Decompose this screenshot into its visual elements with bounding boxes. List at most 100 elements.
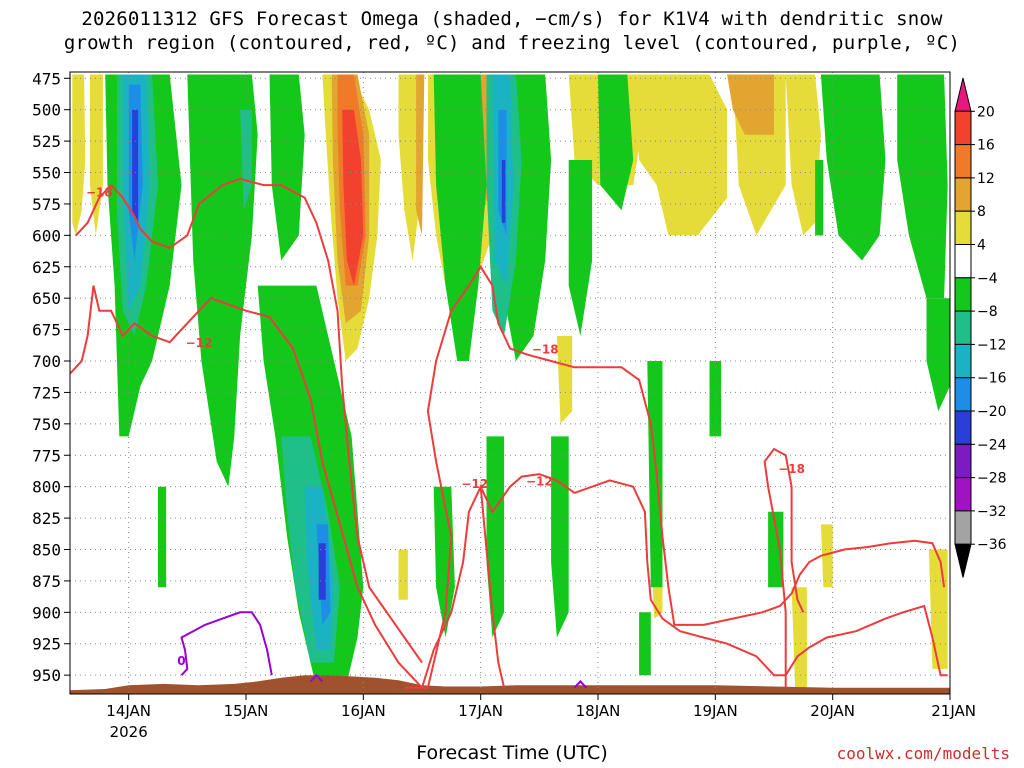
x-tick-label: 16JAN: [341, 702, 386, 720]
y-tick-label: 875: [32, 572, 61, 591]
colorbar-label: 20: [977, 104, 995, 120]
freezing-contour-line: [309, 673, 324, 683]
colorbar-bottom-triangle: [954, 543, 972, 578]
y-tick-label: 500: [32, 101, 61, 120]
y-tick-label: 650: [32, 289, 61, 308]
omega-region: [89, 74, 103, 236]
omega-region: [486, 436, 505, 638]
dgz-contour-line: [70, 285, 423, 689]
colorbar-segment: [954, 210, 972, 245]
y-tick-label: 475: [32, 69, 61, 88]
omega-region: [240, 109, 252, 211]
omega-region: [398, 549, 408, 600]
freezing-contour-line: [180, 611, 273, 676]
y-tick-label: 825: [32, 509, 61, 528]
colorbar-label: −20: [977, 404, 1007, 420]
credit-link[interactable]: coolwx.com/modelts: [836, 744, 1010, 763]
colorbar-label: −16: [977, 371, 1007, 387]
chart-title-line-1: 2026011312 GFS Forecast Omega (shaded, −…: [81, 8, 943, 30]
colorbar-label: −24: [977, 437, 1007, 453]
omega-region: [501, 160, 506, 223]
omega-region: [433, 74, 487, 361]
omega-region: [416, 74, 425, 236]
omega-region: [187, 74, 258, 487]
y-tick-label: 925: [32, 635, 61, 654]
omega-region: [158, 486, 167, 588]
x-tick-label: 21JAN: [931, 702, 976, 720]
omega-region: [647, 361, 663, 588]
colorbar-label: −8: [977, 304, 998, 320]
colorbar-segment: [954, 410, 972, 445]
omega-region: [639, 612, 651, 676]
omega-region: [928, 549, 948, 669]
omega-region: [897, 74, 948, 299]
x-tick-label: 14JAN: [106, 702, 151, 720]
terrain-fill: [70, 675, 950, 694]
colorbar-segment: [954, 144, 972, 179]
x-axis-title: Forecast Time (UTC): [416, 742, 608, 764]
colorbar-segment: [954, 510, 972, 545]
colorbar-label: −32: [977, 504, 1007, 520]
y-tick-label: 600: [32, 226, 61, 245]
y-tick-label: 675: [32, 321, 61, 340]
colorbar: 20 16 12 8 4 −4 −8 −12 −16 −20 −24 −28 −32 −36: [954, 77, 1007, 578]
y-tick-label: 850: [32, 540, 61, 559]
colorbar-label: 12: [977, 171, 995, 187]
terrain-area: [70, 675, 950, 694]
dgz-contour-label: −12: [186, 336, 213, 350]
omega-region: [72, 74, 86, 236]
omega-region: [318, 543, 326, 600]
y-tick-label: 550: [32, 164, 61, 183]
colorbar-segment: [954, 377, 972, 412]
dgz-contour-label: −18: [86, 185, 113, 199]
dgz-contours: −18 −12 −18 −12 −12 −18: [70, 177, 948, 689]
x-year-label: 2026: [110, 723, 148, 741]
plot-frame: [69, 71, 951, 695]
omega-region: [727, 74, 774, 135]
omega-region: [568, 160, 593, 336]
colorbar-segment: [954, 310, 972, 345]
colorbar-label: −28: [977, 471, 1007, 487]
dgz-contour-label: −18: [532, 342, 559, 356]
y-tick-label: 725: [32, 383, 61, 402]
colorbar-label: 8: [977, 204, 986, 220]
colorbar-segment: [954, 477, 972, 512]
colorbar-label: −12: [977, 337, 1007, 353]
colorbar-segment: [954, 443, 972, 479]
y-tick-label: 800: [32, 478, 61, 497]
x-tick-label: 15JAN: [224, 702, 269, 720]
omega-region: [633, 74, 728, 236]
omega-region: [598, 74, 634, 211]
omega-region: [820, 74, 886, 261]
colorbar-label: −4: [977, 271, 998, 287]
dgz-contour-label: −12: [461, 477, 488, 491]
omega-region: [269, 74, 305, 261]
dgz-contour-label: −18: [778, 462, 805, 476]
dgz-contour-line: [763, 447, 805, 688]
freezing-contours: 0: [177, 611, 588, 689]
colorbar-segment: [954, 177, 972, 212]
y-tick-label: 750: [32, 415, 61, 434]
colorbar-label: −36: [977, 537, 1007, 553]
freezing-contour-label: 0: [177, 654, 185, 668]
omega-region: [820, 524, 833, 588]
colorbar-segment: [954, 110, 972, 146]
omega-region: [551, 436, 569, 638]
dgz-contour-line: [421, 482, 506, 688]
omega-region: [815, 160, 824, 236]
colorbar-top-triangle: [954, 77, 972, 112]
y-axis: 475 500 525 550 575 600 625 650 675 700 725 750 775 8…: [32, 69, 70, 685]
omega-region: [342, 109, 364, 286]
colorbar-segment: [954, 277, 972, 312]
colorbar-segment: [954, 343, 972, 379]
x-axis: 14JAN 15JAN 16JAN 17JAN 18JAN 19JAN 20JAN 21JAN…: [106, 694, 976, 741]
chart-title-line-2: growth region (contoured, red, ºC) and f…: [63, 32, 961, 54]
x-tick-label: 18JAN: [576, 702, 621, 720]
colorbar-label: 16: [977, 138, 995, 154]
omega-region: [926, 298, 950, 412]
y-tick-label: 625: [32, 258, 61, 277]
dgz-contour-line: [479, 473, 948, 677]
freezing-contour-line: [573, 679, 588, 689]
colorbar-label: 4: [977, 238, 986, 254]
